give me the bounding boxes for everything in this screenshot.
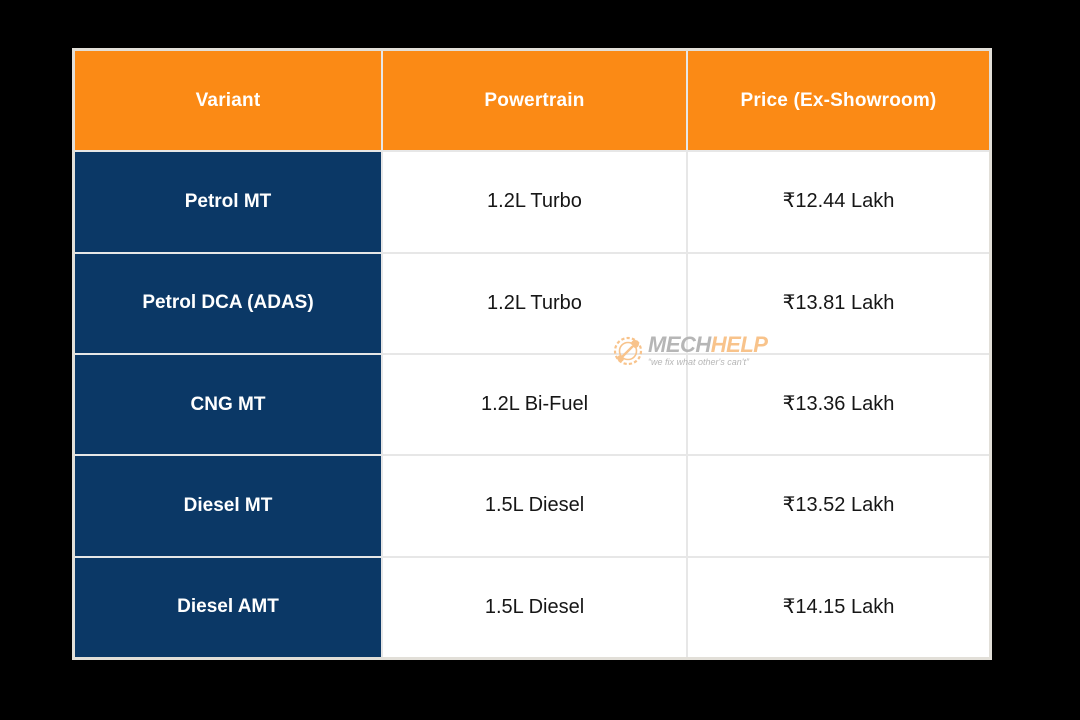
variant-cell: Petrol MT [75,152,381,252]
variant-cell: Diesel AMT [75,557,381,657]
powertrain-cell: 1.5L Diesel [383,456,686,556]
variant-cell: Diesel MT [75,456,381,556]
price-table: Variant Powertrain Price (Ex-Showroom) P… [72,48,992,660]
price-cell: ₹13.52 Lakh [688,456,989,556]
variant-cell: CNG MT [75,355,381,455]
header-cell-price: Price (Ex-Showroom) [688,51,989,151]
header-cell-powertrain: Powertrain [383,51,686,151]
powertrain-cell: 1.2L Turbo [383,152,686,252]
price-cell: ₹13.81 Lakh [688,253,989,353]
powertrain-cell: 1.2L Turbo [383,253,686,353]
variant-cell: Petrol DCA (ADAS) [75,253,381,353]
price-cell: ₹13.36 Lakh [688,355,989,455]
powertrain-cell: 1.5L Diesel [383,557,686,657]
header-cell-variant: Variant [75,51,381,151]
price-cell: ₹12.44 Lakh [688,152,989,252]
powertrain-cell: 1.2L Bi-Fuel [383,355,686,455]
price-cell: ₹14.15 Lakh [688,557,989,657]
